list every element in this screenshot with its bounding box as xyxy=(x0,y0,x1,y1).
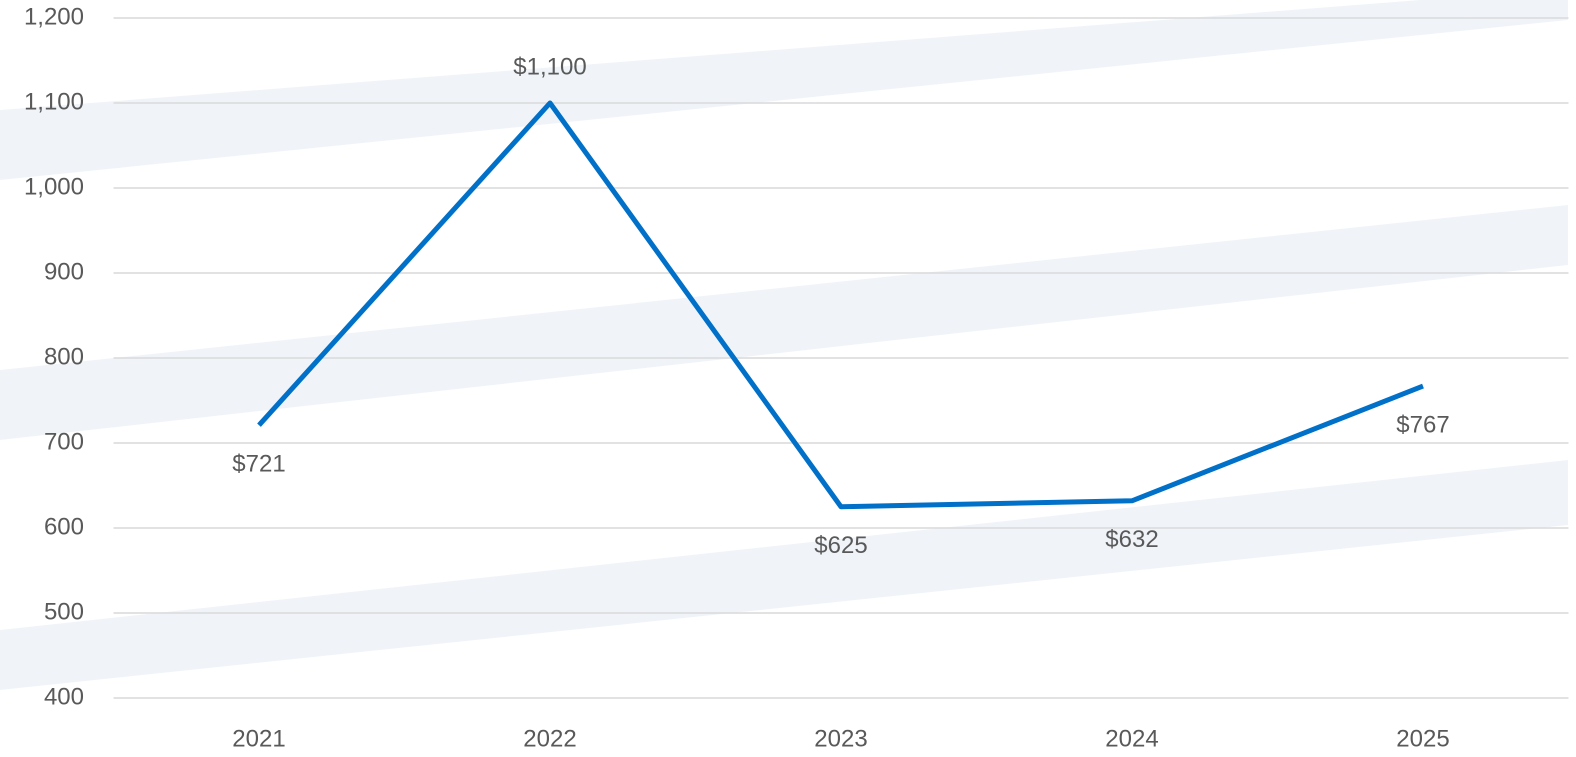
data-label: $721 xyxy=(232,450,285,477)
x-tick-label: 2022 xyxy=(523,725,576,752)
background-stripes xyxy=(0,0,1568,690)
y-tick-label: 700 xyxy=(44,428,84,455)
y-tick-label: 900 xyxy=(44,258,84,285)
x-tick-label: 2024 xyxy=(1105,725,1158,752)
y-tick-label: 1,000 xyxy=(24,173,84,200)
data-label: $767 xyxy=(1396,411,1449,438)
line-series xyxy=(257,100,1424,510)
y-tick-label: 800 xyxy=(44,343,84,370)
y-tick-label: 600 xyxy=(44,513,84,540)
data-label: $1,100 xyxy=(513,53,586,80)
stripe xyxy=(0,0,1568,180)
x-tick-label: 2021 xyxy=(232,725,285,752)
x-tick-label: 2023 xyxy=(814,725,867,752)
y-tick-label: 500 xyxy=(44,598,84,625)
y-tick-label: 400 xyxy=(44,683,84,710)
y-tick-label: 1,100 xyxy=(24,88,84,115)
x-tick-label: 2025 xyxy=(1396,725,1449,752)
data-label: $625 xyxy=(814,532,867,559)
y-tick-label: 1,200 xyxy=(24,3,84,30)
stripe xyxy=(0,205,1568,440)
stripe xyxy=(0,460,1568,690)
data-label: $632 xyxy=(1105,526,1158,553)
